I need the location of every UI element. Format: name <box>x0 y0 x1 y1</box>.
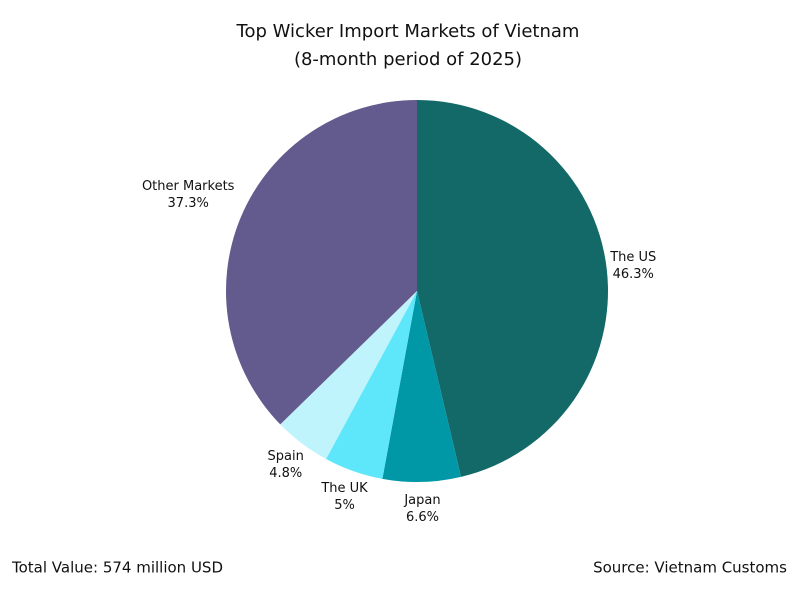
pie-slice <box>280 291 417 459</box>
chart-title: Top Wicker Import Markets of Vietnam <box>236 21 580 42</box>
value-label: 37.3% <box>168 196 209 211</box>
slice-label: Japan <box>403 493 440 508</box>
pie-slice <box>326 291 417 479</box>
pie-slice <box>382 291 462 482</box>
chart-subtitle: (8-month period of 2025) <box>294 49 522 70</box>
slice-label: The UK <box>320 481 368 496</box>
note: Source: Vietnam Customs <box>593 559 787 577</box>
value-label: 5% <box>334 498 355 513</box>
value-label: 6.6% <box>406 510 439 525</box>
slice-label: Spain <box>268 449 304 464</box>
pie-slice <box>225 100 417 425</box>
note: Total Value: 574 million USD <box>11 559 223 577</box>
slice-label: Other Markets <box>142 179 235 194</box>
slice-label: The US <box>609 250 656 265</box>
pie-slice <box>417 100 609 477</box>
value-label: 4.8% <box>269 466 302 481</box>
value-label: 46.3% <box>613 267 654 282</box>
